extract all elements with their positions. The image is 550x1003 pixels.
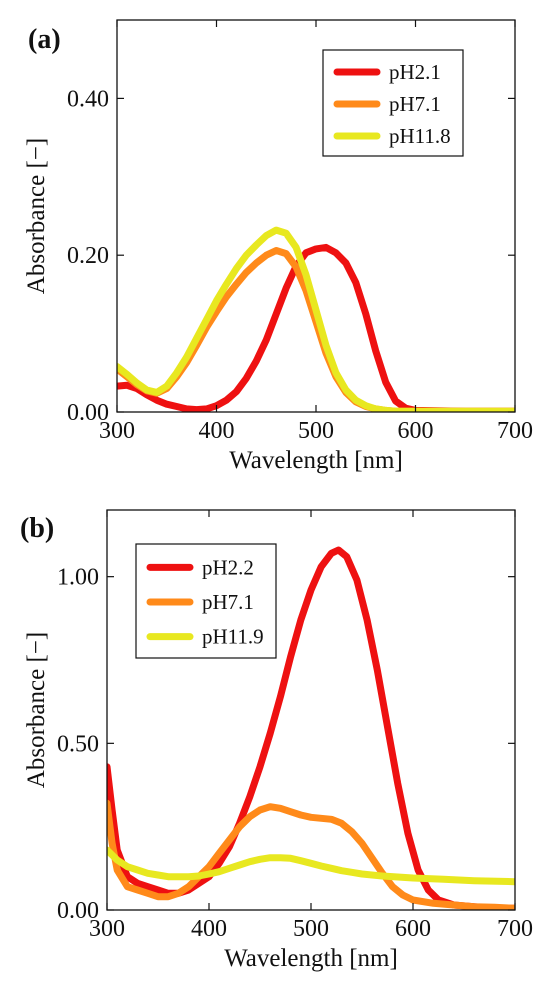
series-line-ph7-1	[107, 799, 515, 910]
y-tick-label: 0.00	[57, 898, 99, 924]
legend-label: pH7.1	[389, 92, 441, 116]
y-axis-label: Absorbance [−]	[23, 632, 50, 788]
x-tick-label: 300	[89, 916, 125, 942]
panel-label: (b)	[20, 513, 54, 544]
y-axis-label: Absorbance [−]	[23, 138, 50, 294]
series-lines	[117, 226, 515, 412]
legend-label: pH2.2	[202, 555, 254, 579]
x-tick-label: 700	[497, 916, 533, 942]
legend-label: pH2.1	[389, 60, 441, 84]
series-lines	[107, 546, 515, 910]
chart-panel-b: 300 400 500 600 700 0.00 0.50 1.00 Wavelength [n…	[20, 509, 533, 972]
series-line-ph11-8	[117, 226, 515, 412]
panel-label: (a)	[28, 24, 61, 55]
x-axis-label: Wavelength [nm]	[224, 945, 398, 972]
x-tick-label: 300	[99, 418, 135, 444]
y-tick-label: 1.00	[57, 565, 99, 591]
series-line-ph7-1	[117, 247, 515, 412]
y-tick-label: 0.40	[67, 86, 109, 112]
legend-label: pH11.8	[389, 124, 451, 148]
x-tick-label: 700	[497, 418, 533, 444]
y-tick-label: 0.00	[67, 400, 109, 426]
x-tick-label: 600	[395, 916, 431, 942]
x-tick-label: 500	[298, 418, 334, 444]
legend: pH2.1 pH7.1 pH11.8	[322, 49, 464, 157]
series-line-ph11-9	[107, 846, 515, 886]
legend: pH2.2 pH7.1 pH11.9	[135, 543, 277, 659]
series-line-ph2-2	[107, 546, 515, 910]
y-tick-label: 0.50	[57, 731, 99, 757]
x-tick-label: 400	[199, 418, 235, 444]
series-line-ph2-1	[117, 243, 515, 412]
chart-panel-a: 300 400 500 600 700 0.00 0.20 0.40 Wavelength [n…	[23, 19, 533, 474]
x-axis-label: Wavelength [nm]	[229, 447, 403, 474]
y-tick-label: 0.20	[67, 243, 109, 269]
x-tick-label: 400	[191, 916, 227, 942]
x-tick-label: 600	[398, 418, 434, 444]
x-tick-label: 500	[293, 916, 329, 942]
legend-label: pH7.1	[202, 590, 254, 614]
legend-label: pH11.9	[202, 625, 264, 649]
